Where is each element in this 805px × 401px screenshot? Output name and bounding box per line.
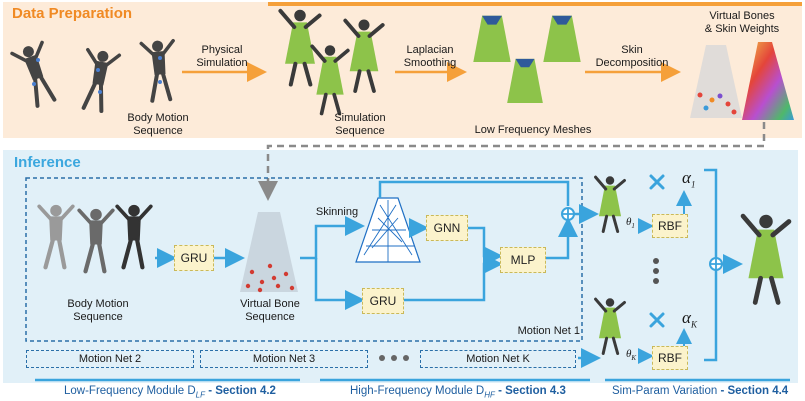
skinning-branch-arrow — [300, 216, 365, 260]
skinned-mesh-figure — [355, 197, 421, 263]
prep-skeleton-overlay — [32, 56, 162, 94]
theta-1-subscript: 1 — [631, 222, 635, 231]
mlp-to-plus-arrow — [546, 217, 578, 260]
inference-panel — [3, 150, 798, 383]
footer-high-frequency: High-Frequency Module DHF - Section 4.3 — [350, 385, 566, 399]
theta-1-letter: θ — [626, 216, 632, 228]
more-variants-dots — [653, 258, 659, 284]
alpha-1-subscript: 1 — [690, 179, 696, 190]
hf-section: - Section 4.3 — [494, 385, 566, 397]
multiply-icon-k — [649, 312, 665, 328]
gnn-box: GNN — [426, 215, 468, 241]
virtual-bones-figure — [690, 45, 742, 118]
data-preparation-title: Data Preparation — [12, 5, 133, 22]
sum-node-final — [709, 257, 723, 271]
virtual-bone-sequence-figure — [240, 212, 298, 293]
top-residual-line — [378, 180, 570, 206]
lf-section: - Section 4.2 — [205, 385, 276, 397]
multiply-icon-1 — [649, 174, 665, 190]
alpha-1-symbol: α1 — [682, 168, 695, 189]
rbf-bottom-box: RBF — [652, 346, 688, 370]
low-frequency-meshes-label: Low Frequency Meshes — [474, 124, 592, 136]
theta-k-subscript: K — [631, 354, 637, 363]
skinning-label: Skinning — [315, 206, 359, 218]
skin-weights-figure — [742, 42, 794, 120]
sum-node-1 — [561, 207, 575, 221]
laplacian-smoothing-label: Laplacian Smoothing — [403, 44, 457, 69]
lf-sub: LF — [195, 390, 206, 400]
motion-net-k-box: Motion Net K — [420, 350, 576, 368]
alpha-k-symbol: αK — [682, 308, 697, 329]
mlp-box: MLP — [500, 247, 546, 273]
alpha-1-letter: α — [682, 168, 691, 187]
gru-branch-arrow — [314, 258, 365, 310]
alpha-k-subscript: K — [690, 319, 697, 330]
inference-body-motion-label: Body Motion Sequence — [67, 298, 129, 323]
alpha-k-letter: α — [682, 308, 691, 327]
footer-sim-param: Sim-Param Variation - Section 4.4 — [612, 385, 788, 397]
motion-net-3-box: Motion Net 3 — [200, 350, 368, 368]
motion-net-1-label: Motion Net 1 — [517, 325, 580, 337]
footer-low-frequency: Low-Frequency Module DLF - Section 4.2 — [64, 385, 276, 399]
prep-top-bar — [268, 2, 802, 6]
gru-to-mlp-arrow — [404, 254, 503, 302]
virtual-bone-sequence-label: Virtual Bone Sequence — [240, 298, 300, 323]
alpha-k-to-sum-line — [704, 270, 718, 362]
theta-1-symbol: θ1 — [626, 216, 635, 230]
simulation-sequence-label: Simulation Sequence — [334, 112, 386, 137]
rbf-top-box: RBF — [652, 214, 688, 238]
gru-left-box: GRU — [174, 245, 214, 271]
prep-to-inference-connector — [258, 122, 766, 201]
inference-title: Inference — [14, 154, 81, 171]
gru-bottom-box: GRU — [362, 288, 404, 314]
prep-body-motion-label: Body Motion Sequence — [127, 112, 189, 137]
motion-net-2-box: Motion Net 2 — [26, 350, 194, 368]
alpha-1-to-sum-line — [704, 168, 718, 258]
skin-decomposition-label: Skin Decomposition — [595, 44, 669, 69]
theta-k-letter: θ — [626, 348, 632, 360]
sim-prefix: Sim-Param Variation — [612, 385, 718, 397]
sim-section: - Section 4.4 — [717, 385, 789, 397]
motion-net-1-frame — [25, 177, 583, 342]
motion-net-ellipsis — [379, 355, 409, 361]
hf-prefix: High-Frequency Module D — [350, 385, 485, 397]
lf-prefix: Low-Frequency Module D — [64, 385, 196, 397]
theta-k-symbol: θK — [626, 348, 636, 362]
virtual-bones-label: Virtual Bones & Skin Weights — [704, 10, 780, 35]
physical-simulation-label: Physical Simulation — [196, 44, 248, 69]
hf-sub: HF — [484, 390, 495, 400]
